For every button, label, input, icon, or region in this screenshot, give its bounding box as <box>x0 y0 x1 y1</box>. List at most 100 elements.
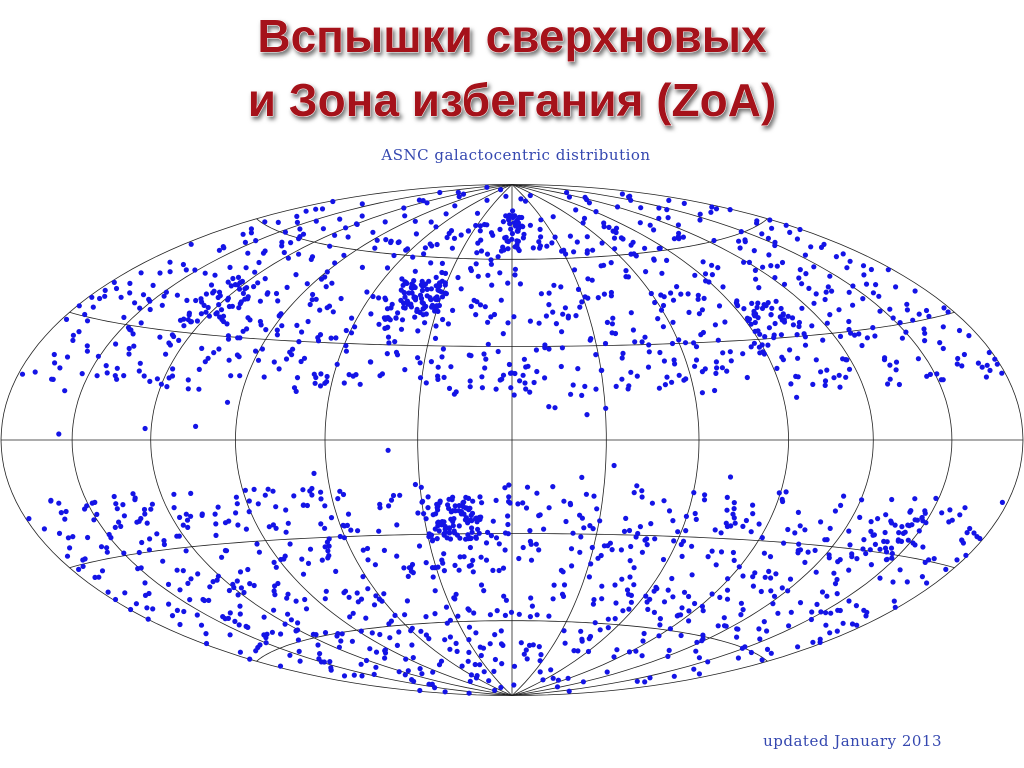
dot <box>184 297 190 303</box>
dot <box>479 374 485 380</box>
dot <box>938 377 944 383</box>
dot <box>899 335 906 341</box>
dot <box>551 282 557 288</box>
dot <box>779 496 785 502</box>
dot <box>885 267 891 273</box>
dot <box>598 263 604 269</box>
dot <box>967 525 973 532</box>
dot <box>651 256 657 262</box>
dot <box>236 354 242 360</box>
dot <box>647 675 653 681</box>
dot <box>940 345 946 352</box>
dot <box>425 494 431 500</box>
dot <box>768 575 774 581</box>
dot <box>288 617 294 623</box>
dot <box>724 368 730 374</box>
dot <box>665 653 671 660</box>
dot <box>492 656 498 663</box>
dot <box>811 264 817 270</box>
dot <box>799 281 805 287</box>
dot <box>309 492 315 498</box>
dot <box>765 300 771 306</box>
dot <box>237 335 243 341</box>
dot <box>476 514 482 521</box>
dot <box>404 298 410 304</box>
dot <box>465 658 471 664</box>
dot <box>883 549 890 555</box>
dot <box>483 540 490 546</box>
dot <box>296 339 302 345</box>
dot <box>764 628 770 634</box>
dot <box>657 349 663 356</box>
dot <box>65 535 71 541</box>
dot <box>428 359 434 365</box>
dot <box>578 534 584 540</box>
dot <box>546 505 552 511</box>
dot <box>639 494 645 500</box>
dot <box>371 602 378 608</box>
dot <box>579 299 585 305</box>
dot <box>177 621 183 628</box>
dot <box>692 272 698 278</box>
dot <box>423 380 429 386</box>
dot <box>603 405 609 411</box>
dot <box>846 289 852 295</box>
dot <box>455 613 461 619</box>
dot <box>432 611 438 617</box>
dot <box>549 240 555 246</box>
dot <box>503 597 509 603</box>
dot <box>112 596 119 603</box>
dot <box>120 502 126 508</box>
dot <box>358 661 364 667</box>
dot <box>486 678 492 684</box>
dot <box>546 346 552 352</box>
dot <box>328 665 334 671</box>
dot <box>282 553 288 559</box>
dot <box>846 598 852 604</box>
dot <box>462 517 468 523</box>
dot <box>681 377 687 383</box>
dot <box>285 520 291 526</box>
dot <box>445 321 451 327</box>
dot <box>590 601 597 607</box>
dot <box>384 265 391 271</box>
dot <box>433 323 439 329</box>
dot <box>610 315 616 321</box>
dot <box>164 384 170 390</box>
dot <box>656 633 662 639</box>
dot <box>441 568 447 574</box>
dot <box>496 541 502 547</box>
dot <box>697 217 703 223</box>
dot <box>877 575 883 581</box>
dot <box>783 489 789 495</box>
dot <box>436 662 443 668</box>
dot <box>563 251 569 257</box>
dot <box>468 353 474 359</box>
dot <box>313 218 319 224</box>
dot <box>300 231 307 237</box>
dot <box>824 593 830 599</box>
dot <box>127 280 133 286</box>
dot <box>263 327 269 333</box>
dot <box>479 500 485 506</box>
dot <box>724 596 731 602</box>
dot <box>669 379 675 385</box>
dot <box>184 517 191 523</box>
dot <box>376 321 382 327</box>
dot <box>648 290 654 297</box>
dot <box>487 612 493 618</box>
dot <box>573 313 579 319</box>
dot <box>330 198 336 205</box>
dot <box>892 604 898 610</box>
dot <box>415 355 421 361</box>
dot <box>474 299 480 305</box>
dot <box>254 541 260 547</box>
dot <box>352 324 358 330</box>
dot <box>955 355 961 362</box>
dot <box>430 574 436 580</box>
dot <box>297 658 303 664</box>
dot <box>468 672 474 678</box>
dot <box>465 606 471 612</box>
dot <box>587 633 594 640</box>
dot <box>67 545 73 551</box>
